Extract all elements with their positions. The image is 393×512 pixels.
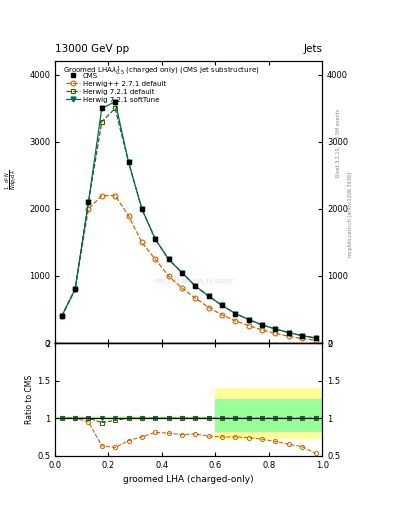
Text: CMS_2021_PAS_FSQ_19_020187: CMS_2021_PAS_FSQ_19_020187 [154,278,233,284]
X-axis label: groomed LHA (charged-only): groomed LHA (charged-only) [123,475,254,484]
Text: 13000 GeV pp: 13000 GeV pp [55,44,129,54]
Y-axis label: Ratio to CMS: Ratio to CMS [25,375,34,424]
Text: Groomed LHA$\lambda^{1}_{0.5}$ (charged only) (CMS jet substructure): Groomed LHA$\lambda^{1}_{0.5}$ (charged … [63,65,259,77]
Text: Rivet 3.1.10, ≥ 3.5M events: Rivet 3.1.10, ≥ 3.5M events [336,109,341,178]
Legend: CMS, Herwig++ 2.7.1 default, Herwig 7.2.1 default, Herwig 7.2.1 softTune: CMS, Herwig++ 2.7.1 default, Herwig 7.2.… [64,71,168,105]
Text: Jets: Jets [303,44,322,54]
Text: mcplots.cern.ch [arXiv:1306.3436]: mcplots.cern.ch [arXiv:1306.3436] [348,173,353,258]
Text: $\frac{1}{N}\frac{\mathrm{d}^2N}{\mathrm{d}p_T\mathrm{d}\lambda}$: $\frac{1}{N}\frac{\mathrm{d}^2N}{\mathrm… [4,168,20,190]
